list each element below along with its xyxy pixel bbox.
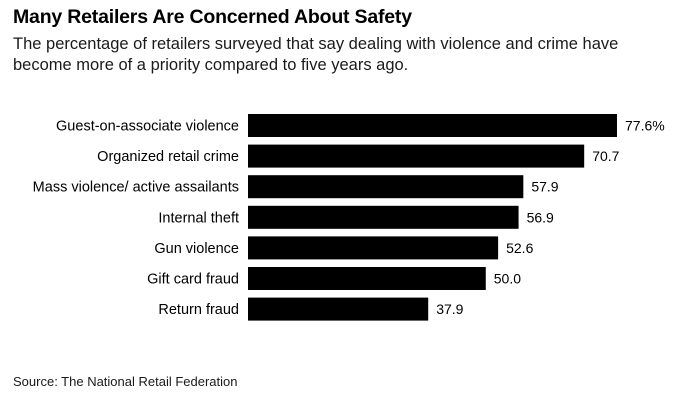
chart-subtitle: The percentage of retailers surveyed tha… [13,35,619,74]
category-label: Organized retail crime [97,149,239,165]
value-label: 57.9 [531,179,558,195]
bar-group: Guest-on-associate violence 77.6% Organize… [33,114,665,321]
bar [248,205,519,229]
category-label: Gift card fraud [147,272,239,288]
bar-chart: Guest-on-associate violence 77.6% Organize… [33,114,665,321]
value-label: 50.0 [494,271,521,287]
category-label: Internal theft [158,210,239,226]
bar [248,267,486,290]
value-label: 70.7 [592,148,619,164]
category-label: Guest-on-associate violence [56,119,239,135]
bar [248,175,524,199]
value-label: 52.6 [506,240,533,256]
value-label: 77.6% [625,118,665,134]
bar [248,297,429,321]
bar [248,114,617,137]
source-note: Source: The National Retail Federation [13,374,238,389]
bar [248,236,499,260]
value-label: 56.9 [527,209,554,225]
category-label: Mass violence/ active assailants [33,180,239,196]
value-label: 37.9 [436,301,463,317]
category-label: Gun violence [154,241,239,257]
chart-title: Many Retailers Are Concerned About Safet… [13,6,412,28]
category-label: Return fraud [158,302,239,318]
bar [248,144,585,168]
